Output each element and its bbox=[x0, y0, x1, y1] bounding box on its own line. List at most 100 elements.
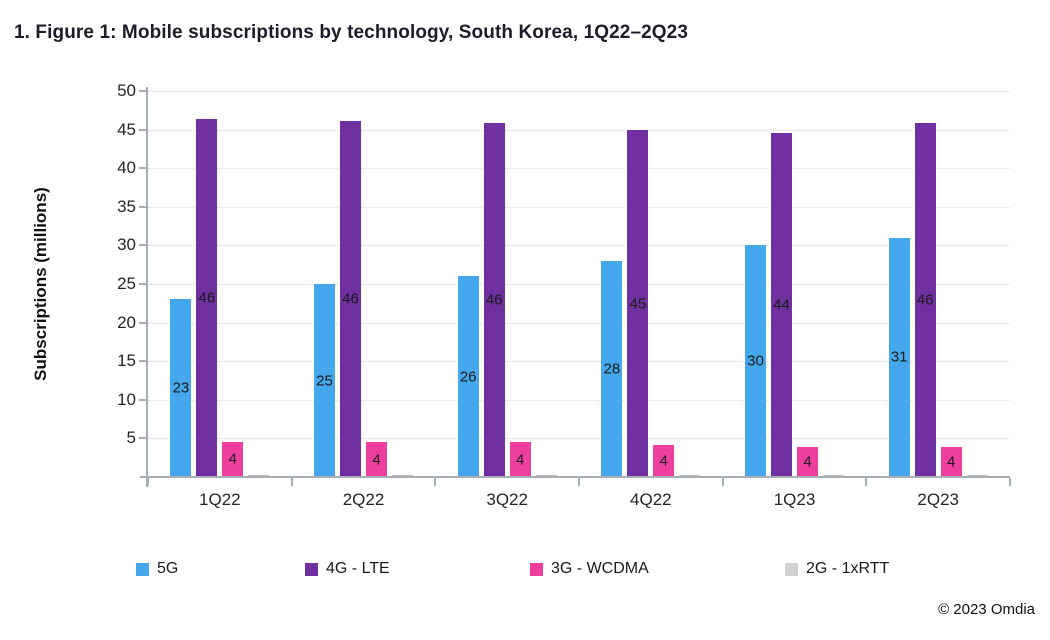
y-tick-mark-50 bbox=[139, 90, 147, 92]
bar-2g-1xrtt-2q22 bbox=[392, 474, 413, 477]
bar-3g-wcdma-2q23: 4 bbox=[940, 446, 962, 477]
bar-value-label: 44 bbox=[773, 296, 790, 314]
bar-value-label: 45 bbox=[629, 295, 647, 313]
x-tick-mark-3 bbox=[578, 478, 580, 486]
gridline-35 bbox=[148, 206, 1010, 208]
legend-item-2g-1xrtt: 2G - 1xRTT bbox=[785, 560, 889, 578]
bar-4g-lte-2q23: 46 bbox=[914, 123, 936, 477]
y-tick-label-5: 5 bbox=[126, 428, 136, 448]
y-tick-mark-30 bbox=[139, 244, 147, 247]
y-axis-tick-labels: 5 10 15 20 25 30 35 40 45 50 bbox=[0, 81, 136, 477]
legend-swatch-5g bbox=[136, 562, 149, 576]
legend-label-4g-lte: 4G - LTE bbox=[326, 560, 390, 577]
gridline-25 bbox=[148, 284, 1010, 285]
bar-group-2q22: 25 46 4 bbox=[292, 91, 436, 477]
bar-4g-lte-4q22: 45 bbox=[627, 130, 649, 477]
bar-value-label: 31 bbox=[890, 348, 908, 366]
y-tick-label-15: 15 bbox=[117, 351, 136, 371]
y-tick-mark-15 bbox=[139, 360, 147, 363]
x-tick-label-1q23: 1Q23 bbox=[773, 490, 816, 509]
y-tick-label-50: 50 bbox=[117, 81, 136, 100]
x-axis-line bbox=[140, 476, 1010, 478]
gridline-40 bbox=[148, 168, 1010, 170]
figure-title: 1. Figure 1: Mobile subscriptions by tec… bbox=[14, 22, 689, 43]
bar-group-3q22: 26 46 4 bbox=[435, 91, 579, 477]
legend-swatch-4g-lte bbox=[305, 562, 318, 576]
gridline-50 bbox=[148, 91, 1010, 92]
y-tick-label-45: 45 bbox=[117, 119, 136, 139]
x-tick-label-2q22: 2Q22 bbox=[342, 490, 385, 509]
x-tick-mark-0 bbox=[147, 478, 149, 486]
y-tick-mark-20 bbox=[139, 321, 147, 324]
gridline-30 bbox=[148, 245, 1010, 247]
bar-value-label: 46 bbox=[916, 291, 934, 309]
y-tick-mark-10 bbox=[139, 398, 147, 401]
bar-3g-wcdma-3q22: 4 bbox=[509, 442, 531, 477]
x-tick-label-4q22: 4Q22 bbox=[630, 490, 672, 509]
y-tick-label-30: 30 bbox=[117, 235, 136, 255]
legend-swatch-3g-wcdma bbox=[530, 562, 543, 576]
x-tick-label-1q22: 1Q22 bbox=[199, 490, 241, 509]
bar-value-label: 26 bbox=[459, 368, 477, 386]
bar-4g-lte-2q22: 46 bbox=[340, 121, 361, 477]
bar-value-label: 46 bbox=[198, 289, 216, 307]
bar-2g-1xrtt-4q22 bbox=[679, 474, 701, 477]
gridline-45 bbox=[148, 129, 1010, 131]
gridlines bbox=[148, 91, 1010, 477]
x-tick-label-2q23: 2Q23 bbox=[917, 490, 959, 509]
y-tick-label-10: 10 bbox=[117, 389, 136, 409]
bar-value-label: 4 bbox=[947, 453, 956, 471]
gridline-5 bbox=[148, 438, 1010, 440]
legend-label-3g-wcdma: 3G - WCDMA bbox=[551, 560, 649, 577]
bar-value-label: 46 bbox=[485, 291, 503, 309]
bar-3g-wcdma-1q23: 4 bbox=[797, 446, 819, 477]
bar-2g-1xrtt-2q23 bbox=[966, 474, 988, 477]
bar-value-label: 30 bbox=[747, 352, 764, 370]
y-tick-label-25: 25 bbox=[117, 274, 136, 293]
bar-4g-lte-1q23: 44 bbox=[771, 132, 793, 477]
bar-group-1q22: 23 46 4 bbox=[148, 91, 292, 477]
chart-area: Subscriptions (millions) 23 46 4 25 46 4 26 46 4… bbox=[0, 81, 1011, 514]
x-axis-tick-labels: 1Q22 2Q22 3Q22 4Q22 1Q23 2Q23 bbox=[148, 490, 1010, 514]
legend-label-2g-1xrtt: 2G - 1xRTT bbox=[806, 560, 890, 577]
bar-4g-lte-3q22: 46 bbox=[483, 122, 505, 477]
bar-5g-3q22: 26 bbox=[457, 276, 479, 477]
bar-5g-1q23: 30 bbox=[745, 245, 767, 477]
bar-value-label: 25 bbox=[316, 372, 333, 389]
gridline-15 bbox=[148, 361, 1010, 363]
bar-5g-1q22: 23 bbox=[170, 299, 192, 477]
x-tick-label-3q22: 3Q22 bbox=[486, 490, 528, 509]
bar-2g-1xrtt-1q23 bbox=[823, 474, 845, 477]
bar-group-2q23: 31 46 4 bbox=[866, 91, 1010, 477]
x-tick-mark-2 bbox=[434, 478, 437, 486]
bar-group-1q23: 30 44 4 bbox=[723, 91, 867, 477]
bar-value-label: 23 bbox=[172, 379, 190, 397]
legend-item-5g: 5G bbox=[136, 560, 178, 578]
x-tick-mark-6 bbox=[1009, 478, 1011, 486]
bar-value-label: 46 bbox=[342, 290, 359, 308]
y-tick-mark-25 bbox=[139, 283, 147, 285]
y-tick-mark-45 bbox=[139, 128, 147, 131]
bar-5g-4q22: 28 bbox=[601, 260, 623, 477]
bar-2g-1xrtt-3q22 bbox=[535, 474, 557, 477]
y-tick-label-40: 40 bbox=[117, 158, 136, 178]
y-axis-line bbox=[146, 87, 148, 487]
y-tick-mark-5 bbox=[139, 437, 147, 440]
bar-value-label: 28 bbox=[603, 360, 621, 378]
y-tick-mark-35 bbox=[139, 205, 147, 208]
y-tick-label-35: 35 bbox=[117, 196, 136, 216]
x-tick-mark-4 bbox=[721, 478, 724, 486]
bar-2g-1xrtt-1q22 bbox=[248, 474, 270, 477]
bar-value-label: 4 bbox=[228, 450, 237, 468]
legend-item-3g-wcdma: 3G - WCDMA bbox=[530, 560, 649, 578]
bar-4g-lte-1q22: 46 bbox=[196, 118, 218, 477]
bar-3g-wcdma-2q22: 4 bbox=[366, 442, 387, 477]
bar-groups: 23 46 4 25 46 4 26 46 4 28 45 4 30 44 4 31 46 4 bbox=[148, 91, 1010, 477]
legend-item-4g-lte: 4G - LTE bbox=[305, 560, 390, 578]
legend-swatch-2g-1xrtt bbox=[785, 562, 798, 576]
gridline-20 bbox=[148, 322, 1010, 324]
plot-area: 23 46 4 25 46 4 26 46 4 28 45 4 30 44 4 31 46 4 bbox=[139, 87, 1011, 487]
bar-value-label: 4 bbox=[516, 451, 525, 469]
bar-5g-2q22: 25 bbox=[314, 284, 335, 477]
legend-label-5g: 5G bbox=[157, 560, 179, 577]
